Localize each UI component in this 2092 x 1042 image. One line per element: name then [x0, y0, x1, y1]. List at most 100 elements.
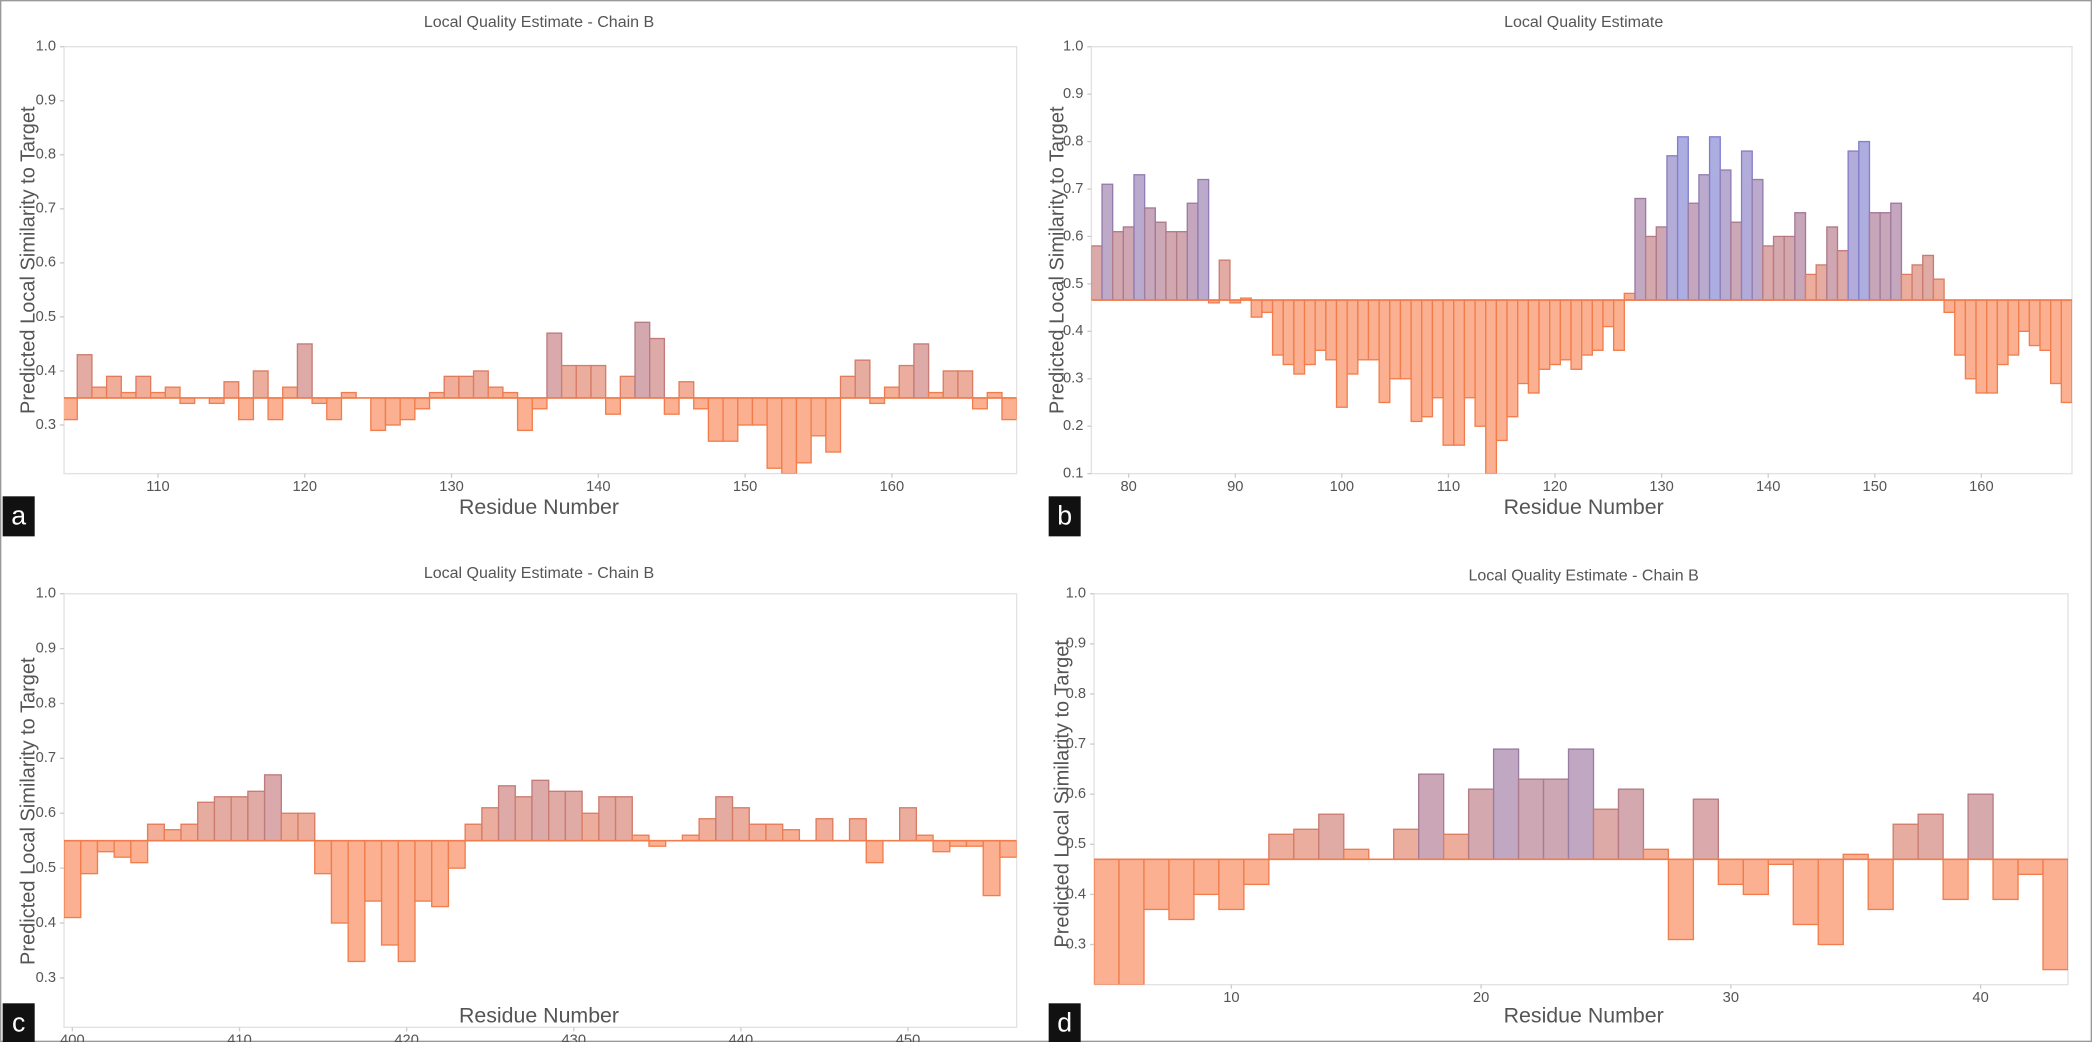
bar — [311, 397, 328, 405]
y-tick-label: 0.5 — [36, 309, 56, 325]
bar — [91, 386, 108, 399]
y-tick-label: 1.0 — [36, 586, 56, 602]
bar — [531, 779, 550, 842]
bar — [604, 397, 622, 415]
bar — [598, 796, 617, 842]
bar — [913, 343, 930, 399]
bar — [1271, 299, 1284, 356]
bar — [180, 823, 199, 842]
bar — [1001, 397, 1017, 421]
x-tick-label: 140 — [586, 479, 610, 495]
bar — [2050, 299, 2062, 385]
y-tick-label: 0.9 — [1063, 86, 1083, 102]
bar — [1325, 299, 1338, 361]
bar — [883, 386, 900, 399]
bar — [1623, 292, 1636, 301]
x-tick-label: 160 — [880, 479, 904, 495]
bar — [1453, 299, 1466, 446]
bar — [1655, 226, 1668, 301]
bar — [1506, 299, 1519, 418]
bar — [957, 370, 974, 399]
bar — [795, 397, 812, 464]
bar — [942, 370, 959, 399]
y-tick-label: 0.4 — [36, 363, 56, 379]
bar — [1817, 858, 1844, 946]
y-tick-label: 0.5 — [1066, 836, 1086, 852]
bar — [839, 375, 856, 399]
bar — [1143, 858, 1170, 911]
bar — [648, 840, 667, 847]
bar — [146, 823, 165, 842]
bar — [1261, 299, 1274, 314]
bar — [1293, 828, 1320, 861]
bar — [707, 397, 724, 442]
y-tick-label: 0.7 — [1063, 181, 1083, 197]
bar — [631, 834, 650, 842]
bar — [223, 381, 240, 399]
bar — [1421, 299, 1434, 418]
bar — [297, 812, 316, 842]
x-tick-label: 430 — [562, 1033, 586, 1042]
bar — [751, 397, 768, 426]
y-tick-label: 0.7 — [36, 750, 56, 766]
bar — [1867, 858, 1894, 911]
panel-letter: a — [11, 501, 26, 531]
bar — [693, 397, 710, 410]
bar — [428, 391, 445, 399]
bar — [464, 823, 483, 842]
bar — [546, 332, 563, 399]
x-tick-label: 10 — [1223, 990, 1239, 1006]
bar — [1101, 183, 1114, 301]
bar — [282, 386, 299, 399]
bar — [986, 391, 1003, 399]
x-tick-label: 150 — [733, 479, 757, 495]
bar — [1485, 299, 1498, 474]
bar — [105, 375, 122, 399]
x-tick-label: 90 — [1227, 479, 1243, 495]
bar — [1303, 299, 1316, 366]
x-tick-label: 400 — [60, 1033, 84, 1042]
bar — [1900, 273, 1913, 301]
bar — [1357, 299, 1370, 361]
bar — [1567, 748, 1595, 861]
bar — [932, 840, 951, 853]
bar — [1463, 299, 1476, 399]
bar — [1992, 858, 2019, 901]
bar — [1343, 848, 1370, 861]
panel-letter-box — [2, 496, 35, 537]
bar — [781, 397, 798, 474]
bar — [516, 397, 533, 432]
y-tick-label: 0.4 — [1066, 886, 1086, 902]
bar — [1667, 858, 1695, 941]
panel-letter-box — [2, 1003, 35, 1042]
bar — [1165, 231, 1178, 301]
bar — [113, 840, 132, 858]
bar — [1495, 299, 1508, 442]
bar — [1942, 858, 1969, 901]
bar — [238, 397, 255, 421]
bar — [514, 796, 533, 842]
bar — [80, 840, 99, 875]
bar — [1687, 202, 1700, 301]
bar — [1527, 299, 1540, 394]
bar — [765, 823, 784, 842]
y-tick-label: 0.6 — [1066, 786, 1086, 802]
bar — [1175, 231, 1188, 301]
bar — [782, 829, 801, 842]
bar — [326, 397, 343, 421]
x-tick-label: 140 — [1756, 479, 1780, 495]
bar — [564, 790, 583, 842]
x-tick-label: 30 — [1723, 990, 1739, 1006]
bar — [1634, 197, 1647, 301]
bar — [1742, 858, 1769, 896]
bar — [1442, 299, 1455, 446]
bar — [1892, 823, 1919, 861]
bar — [1570, 299, 1583, 370]
bar — [748, 823, 767, 842]
bar — [458, 375, 475, 399]
bar — [854, 359, 871, 399]
bar — [497, 785, 516, 842]
x-tick-label: 410 — [227, 1033, 251, 1042]
